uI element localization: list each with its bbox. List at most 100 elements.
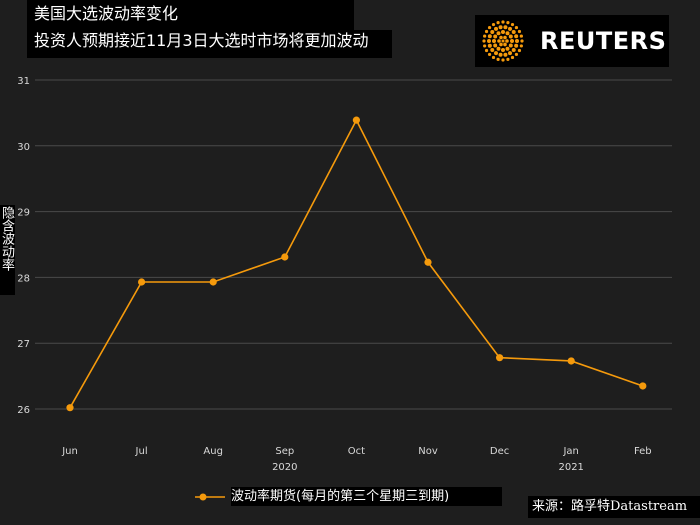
chart-title: 美国大选波动率变化 (34, 4, 179, 23)
logo-dot (503, 35, 507, 40)
series-line (69, 118, 644, 409)
logo-dot (508, 26, 512, 31)
logo-dot (496, 31, 501, 36)
logo-dot (520, 39, 524, 43)
legend-line-marker-icon (195, 493, 225, 501)
logo-dot (487, 39, 491, 43)
y-tick-label: 26 (17, 405, 30, 416)
logo-dot (517, 29, 522, 34)
logo-dot (501, 58, 505, 62)
logo-dot (501, 20, 505, 24)
data-point (352, 116, 360, 124)
y-tick-label: 28 (17, 273, 30, 284)
logo-dot (505, 39, 509, 43)
y-tick-label: 30 (17, 142, 30, 153)
logo-dot (514, 52, 519, 57)
y-tick-label: 31 (17, 76, 30, 87)
legend-background (231, 487, 502, 506)
logo-dot (514, 34, 519, 39)
logo-dot (494, 26, 498, 31)
x-tick-label: Jan (562, 446, 578, 457)
logo-dot (510, 39, 514, 43)
logo-dot (511, 47, 516, 52)
logo-dot (499, 35, 503, 40)
logo-dot (510, 55, 515, 60)
gridlines (35, 79, 672, 410)
logo-dot (498, 52, 503, 57)
logo-dot (493, 43, 498, 48)
y-axis-label: 隐含波动率 (0, 206, 14, 271)
x-tick-label: Feb (634, 446, 652, 457)
logo-dot (505, 31, 510, 36)
x-tick-label: Dec (490, 446, 509, 457)
legend: 波动率期货(每月的第三个星期三到期) (195, 488, 449, 506)
logo-dot (499, 42, 503, 47)
logo-dot (483, 34, 487, 38)
series-layer (66, 116, 647, 412)
logo-dot (493, 34, 498, 39)
logo-dot (515, 39, 519, 43)
source-background (528, 496, 700, 518)
logo-dot (510, 22, 515, 27)
logo-dot (487, 52, 492, 57)
subtitle-background (27, 30, 392, 58)
reuters-wordmark: REUTERS (540, 27, 667, 55)
logo-dot (514, 43, 519, 48)
source-note: 来源：路孚特Datastream (532, 499, 688, 514)
logo-dot (483, 44, 487, 48)
chart-subtitle: 投资人预期接近11月3日大选时市场将更加波动 (34, 31, 369, 50)
logo-dot (497, 39, 501, 43)
x-tick-label: Sep (275, 446, 294, 457)
logo-dot (492, 39, 496, 43)
logo-dot (503, 52, 508, 57)
data-point (209, 278, 217, 286)
x-year-label: 2020 (272, 462, 297, 473)
legend-label: 波动率期货(每月的第三个星期三到期) (231, 489, 450, 504)
data-point (639, 382, 647, 390)
logo-dot (505, 46, 510, 51)
logo-dot (508, 51, 512, 56)
logo-dot (501, 39, 505, 43)
logo-dot (501, 30, 505, 34)
reuters-logo (475, 15, 669, 67)
data-point (424, 258, 432, 266)
logo-dot (501, 48, 505, 52)
x-tick-label: Aug (203, 446, 223, 457)
logo-dot (491, 22, 496, 27)
logo-dot (511, 30, 516, 35)
logo-dot (487, 25, 492, 30)
reuters-dot-logo-icon (482, 20, 524, 62)
logo-dot (487, 43, 492, 48)
x-tick-label: Oct (348, 446, 365, 457)
logo-dot (503, 42, 507, 47)
data-point (138, 278, 146, 286)
logo-dot (508, 43, 513, 48)
logo-dot (503, 25, 508, 30)
logo-dot (490, 47, 495, 52)
x-year-label: 2021 (558, 462, 583, 473)
y-tick-label: 29 (17, 208, 30, 219)
logo-dot (494, 51, 498, 56)
data-point (567, 357, 575, 365)
y-axis-ticks: 26 27 28 29 30 31 (17, 76, 30, 416)
x-tick-label: Jul (135, 446, 148, 457)
logo-dot (490, 30, 495, 35)
x-tick-label: Nov (418, 446, 438, 457)
logo-dot (496, 57, 500, 61)
logo-dot (506, 57, 510, 61)
logo-dot (484, 29, 489, 34)
logo-dot (498, 25, 503, 30)
logo-dot (514, 25, 519, 30)
logo-dot (491, 55, 496, 60)
x-axis-ticks: Jun Jul Aug Sep Oct Nov Dec Jan Feb 2020 2021 (61, 446, 651, 473)
logo-dot (484, 48, 489, 53)
title-background (27, 0, 354, 30)
logo-dot (517, 48, 522, 53)
y-axis-label-background (0, 205, 15, 295)
logo-dot (487, 34, 492, 39)
logo-dot (508, 34, 513, 39)
data-point (281, 253, 289, 261)
logo-dot (506, 21, 510, 25)
logo-dot (519, 34, 523, 38)
